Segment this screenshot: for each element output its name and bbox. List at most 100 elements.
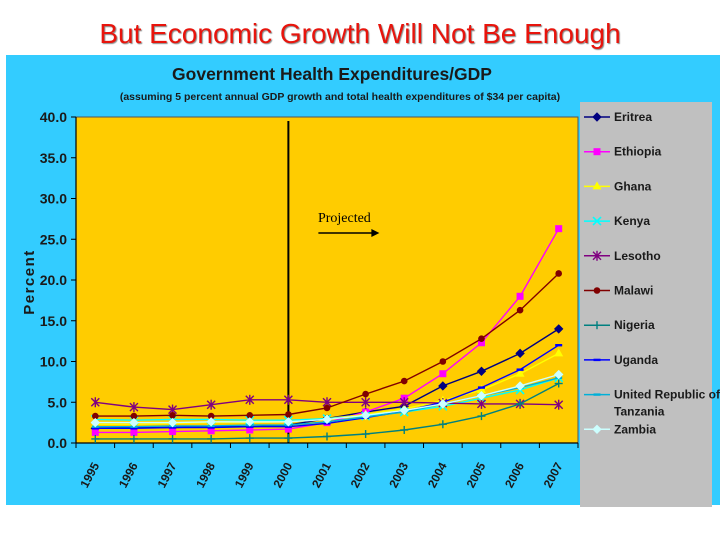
series-malawi	[92, 270, 562, 420]
data-point-nigeria	[129, 434, 138, 443]
data-point-zambia	[322, 414, 332, 425]
data-point-uganda	[91, 427, 99, 430]
legend-label-malawi: Malawi	[614, 284, 653, 298]
data-point-malawi	[516, 306, 524, 314]
slide-title: But Economic Growth Will Not Be Enough	[99, 18, 621, 49]
data-point-zambia	[553, 369, 564, 380]
data-point-lesotho	[399, 397, 409, 408]
x-tick-label: 1996	[116, 460, 141, 490]
data-point-nigeria	[400, 425, 409, 434]
data-point-eritrea	[553, 324, 564, 334]
data-point-ghana	[515, 368, 525, 377]
data-point-uganda	[246, 425, 254, 428]
legend-label-uganda: Uganda	[614, 353, 658, 367]
data-point-eritrea	[476, 366, 487, 376]
x-tick-label: 1999	[232, 460, 257, 490]
x-tick-label: 2007	[541, 460, 566, 490]
legend-marker-nigeria	[593, 321, 601, 330]
legend-label-lesotho: Lesotho	[614, 249, 661, 263]
legend-marker-ghana	[592, 181, 602, 190]
data-point-malawi	[400, 377, 408, 385]
data-point-malawi	[92, 412, 99, 420]
data-point-nigeria	[438, 420, 447, 429]
y-axis-label: Percent	[21, 249, 38, 315]
data-point-uganda	[130, 427, 138, 430]
data-point-nigeria	[207, 434, 216, 443]
data-point-lesotho	[245, 394, 255, 405]
data-point-zambia	[90, 417, 101, 428]
legend-marker-uganda	[593, 358, 601, 362]
data-point-lesotho	[361, 397, 371, 408]
legend-label-united-republic-of-tanzania: United Republic of	[614, 388, 720, 402]
y-tick-label: 15.0	[40, 313, 67, 329]
x-tick-label: 2004	[425, 460, 450, 490]
data-point-malawi	[130, 412, 138, 420]
y-tick-label: 30.0	[40, 191, 67, 207]
data-point-ethiopia	[246, 426, 254, 434]
data-point-nigeria	[168, 434, 177, 443]
plot-area	[75, 116, 579, 444]
series-nigeria	[91, 379, 563, 443]
data-point-ethiopia	[284, 425, 292, 433]
chart-title: Government Health Expenditures/GDP	[172, 64, 492, 84]
legend-marker-eritrea	[592, 112, 602, 122]
x-tick-label: 1997	[155, 460, 180, 490]
legend-marker-lesotho	[592, 250, 602, 261]
y-tick-label: 10.0	[40, 354, 67, 370]
data-point-uganda	[169, 426, 177, 429]
data-point-malawi	[362, 390, 369, 398]
data-point-ethiopia	[91, 428, 99, 436]
data-point-zambia	[360, 410, 371, 420]
data-point-ethiopia	[477, 339, 485, 347]
data-point-uganda	[555, 344, 563, 347]
x-tick-label: 2002	[348, 460, 373, 490]
data-point-malawi	[246, 411, 254, 419]
data-point-zambia	[476, 391, 487, 401]
data-point-ethiopia	[439, 370, 447, 378]
data-point-uganda	[284, 425, 292, 428]
data-point-nigeria	[323, 432, 331, 441]
y-tick-label: 40.0	[40, 109, 67, 125]
data-point-malawi	[439, 358, 447, 365]
data-point-uganda	[516, 368, 524, 371]
legend-marker-malawi	[593, 287, 601, 294]
legend-label-nigeria: Nigeria	[614, 318, 655, 332]
data-point-zambia	[438, 399, 448, 409]
legend-label-eritrea: Eritrea	[614, 110, 652, 124]
data-point-nigeria	[516, 399, 525, 408]
data-point-eritrea	[515, 348, 525, 359]
legend	[580, 102, 712, 507]
x-tick-label: 2003	[386, 460, 411, 490]
x-tick-label: 2006	[502, 460, 527, 490]
legend-label-zambia: Zambia	[614, 422, 656, 436]
legend-label-ethiopia: Ethiopia	[614, 145, 662, 159]
data-point-malawi	[285, 411, 292, 418]
data-point-ethiopia	[169, 428, 177, 436]
data-point-zambia	[283, 417, 294, 427]
legend-label-kenya: Kenya	[614, 214, 650, 228]
data-point-ethiopia	[207, 427, 215, 435]
data-point-lesotho	[554, 399, 564, 410]
data-point-ghana	[476, 385, 486, 394]
data-point-zambia	[245, 417, 255, 427]
data-point-nigeria	[361, 430, 370, 439]
x-tick-label: 2000	[270, 460, 295, 490]
data-point-lesotho	[90, 397, 100, 408]
legend-marker-zambia	[592, 424, 602, 435]
projected-arrow-head	[371, 229, 380, 237]
data-point-malawi	[169, 411, 176, 419]
data-point-ethiopia	[555, 225, 563, 233]
data-point-nigeria	[284, 434, 293, 443]
data-point-lesotho	[206, 399, 216, 410]
legend-marker-ethiopia	[593, 148, 601, 156]
data-point-malawi	[555, 270, 562, 277]
y-tick-label: 25.0	[40, 231, 67, 247]
projected-label: Projected	[318, 211, 371, 226]
data-point-zambia	[167, 417, 178, 428]
data-point-malawi	[207, 412, 215, 420]
data-point-lesotho	[129, 402, 139, 413]
data-point-lesotho	[283, 394, 293, 405]
data-point-malawi	[323, 404, 331, 412]
data-point-nigeria	[477, 412, 486, 421]
